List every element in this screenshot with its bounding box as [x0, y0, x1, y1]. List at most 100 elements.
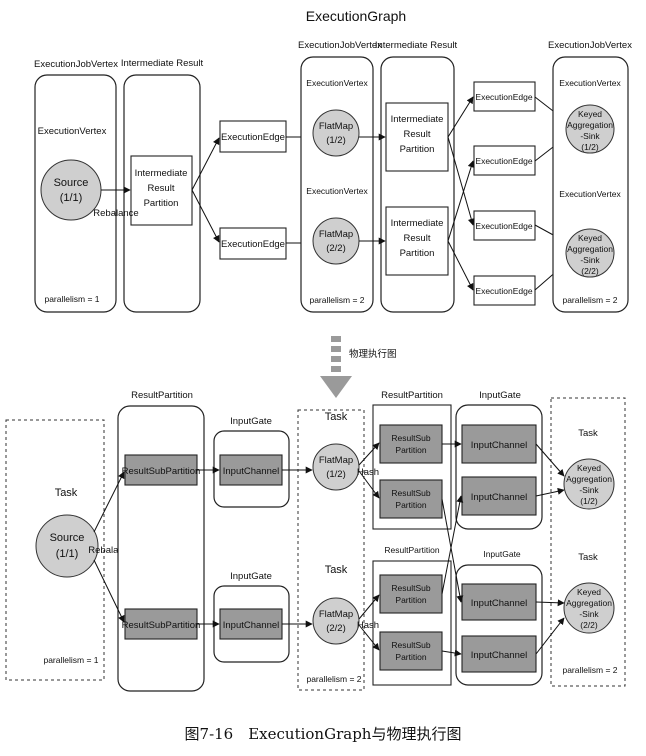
- bottom-flatmap-parallelism: parallelism = 2: [306, 674, 361, 684]
- sink-task: [550, 397, 626, 687]
- bottom-flatmap1-name: FlatMap: [319, 455, 353, 466]
- irp2b-to-edge4: [447, 160, 475, 242]
- sink1-input-gate-label: InputGate: [479, 390, 521, 401]
- sink1-input-channel-1: [461, 424, 537, 464]
- result-subpartition-1: [124, 454, 198, 486]
- flatmap1-name: FlatMap: [319, 121, 353, 132]
- irp2a-line1: Intermediate: [391, 114, 444, 125]
- flatmap2-subpartition-2: [379, 631, 443, 671]
- header-job-vertex-flatmap: ExecutionJobVertex: [298, 40, 382, 51]
- f2sp2-line2: Partition: [395, 652, 426, 662]
- sink2-line1: Keyed: [578, 233, 602, 243]
- bottom-source-name: Source: [50, 532, 85, 544]
- result-subpartition-2-label: ResultSubPartition: [122, 620, 201, 631]
- flatmap2-task-label: Task: [325, 564, 348, 576]
- f1sp2-to-sink2-ch1: [441, 498, 464, 603]
- flatmap1-task-label: Task: [325, 411, 348, 423]
- sink2-task-label: Task: [578, 552, 598, 563]
- flatmap2-execution-vertex-label: ExecutionVertex: [306, 186, 368, 196]
- source-execution-vertex-label: ExecutionVertex: [38, 126, 107, 137]
- f1sp2-line1: ResultSub: [391, 488, 430, 498]
- result-subpartition-1-label: ResultSubPartition: [122, 466, 201, 477]
- flatmap1-vertex-node: [312, 109, 360, 157]
- header-job-vertex-sink: ExecutionJobVertex: [548, 40, 632, 51]
- irp1-line1: Intermediate: [135, 168, 188, 179]
- sink2-ch1-to-sink2: [535, 599, 565, 607]
- sink2-line4: (2/2): [581, 266, 599, 276]
- input-gate-1-label: InputGate: [230, 416, 272, 427]
- top-rebalance-label: Rebalance: [93, 208, 138, 219]
- f2sp1-to-sink1-ch2: [441, 495, 464, 595]
- flatmap1-to-sp2: [358, 470, 380, 499]
- irp2a-line3: Partition: [400, 144, 435, 155]
- sink1-input-channel-2-label: InputChannel: [471, 492, 528, 503]
- source-result-partition: [117, 405, 205, 692]
- f2sp2-line1: ResultSub: [391, 640, 430, 650]
- irp1-line2: Result: [148, 183, 175, 194]
- bottom-source-parallelism: parallelism = 1: [43, 655, 98, 665]
- bottom-sink2-line4: (2/2): [580, 620, 598, 630]
- bottom-sink2-line2: Aggregation: [566, 598, 612, 608]
- bottom-sink1-line2: Aggregation: [566, 474, 612, 484]
- flatmap2-result-partition-label: ResultPartition: [384, 545, 440, 555]
- source-parallelism: parallelism = 1: [44, 294, 99, 304]
- sink1-line1: Keyed: [578, 109, 602, 119]
- bottom-sink2-line1: Keyed: [577, 587, 601, 597]
- bottom-sink-parallelism: parallelism = 2: [562, 665, 617, 675]
- flatmap2-name: FlatMap: [319, 229, 353, 240]
- bottom-rebalance-label: Rebalance: [88, 545, 133, 556]
- sink1-line3: -Sink: [580, 131, 600, 141]
- sink2-line3: -Sink: [580, 255, 600, 265]
- flatmap-parallelism: parallelism = 2: [309, 295, 364, 305]
- execution-edge-5-label: ExecutionEdge: [475, 221, 532, 231]
- flatmap1-subpartition-2: [379, 479, 443, 519]
- flatmap2-input-channel-label: InputChannel: [223, 620, 280, 631]
- execution-edge-6-label: ExecutionEdge: [475, 286, 532, 296]
- input-gate-2-label: InputGate: [230, 571, 272, 582]
- sink2-line2: Aggregation: [567, 244, 613, 254]
- bottom-sink1-node: [563, 458, 615, 510]
- flatmap2-to-sp1: [358, 594, 380, 620]
- execution-edge-1-label: ExecutionEdge: [221, 132, 285, 143]
- execution-edge-4-label: ExecutionEdge: [475, 156, 532, 166]
- f2sp1-line2: Partition: [395, 595, 426, 605]
- flatmap2-to-sp2: [358, 624, 380, 651]
- sink2-vertex-node: [565, 228, 615, 278]
- sink1-ch1-to-sink1: [535, 443, 565, 477]
- sink1-vertex-node: [565, 104, 615, 154]
- f2sp1-line1: ResultSub: [391, 583, 430, 593]
- irp2b-line1: Intermediate: [391, 218, 444, 229]
- hash-label-1: Hash: [357, 467, 379, 478]
- flatmap2-subpartition-1: [379, 574, 443, 614]
- f1sp1-line2: Partition: [395, 445, 426, 455]
- execution-edge-3: [473, 81, 536, 112]
- source-task-node: [35, 514, 99, 578]
- sink-parallelism: parallelism = 2: [562, 295, 617, 305]
- header-job-vertex-source: ExecutionJobVertex: [34, 59, 118, 70]
- irp2a-line2: Result: [404, 129, 431, 140]
- bottom-sink2-line3: -Sink: [579, 609, 599, 619]
- flatmap1-result-partition-label: ResultPartition: [381, 390, 443, 401]
- source-to-subpartition-1: [93, 471, 125, 533]
- sink2-input-channel-2-label: InputChannel: [471, 650, 528, 661]
- result-subpartition-2: [124, 608, 198, 640]
- header-intermediate-result-2: Intermediate Result: [375, 40, 458, 51]
- source-vertex-node: [40, 159, 102, 221]
- sink2-execution-vertex-label: ExecutionVertex: [559, 189, 621, 199]
- execution-edge-1: [219, 120, 287, 153]
- flatmap2-index: (2/2): [326, 243, 346, 254]
- sink1-ch2-to-sink1: [535, 487, 565, 497]
- flatmap2-vertex-node: [312, 217, 360, 265]
- bottom-flatmap2-index: (2/2): [326, 623, 346, 634]
- irp2b-line2: Result: [404, 233, 431, 244]
- execution-edge-3-label: ExecutionEdge: [475, 92, 532, 102]
- sink2-input-gate-label: InputGate: [483, 549, 521, 559]
- physical-graph-transition-arrow: [320, 336, 352, 398]
- source-to-subpartition-2: [93, 559, 125, 623]
- sink1-input-channel-2: [461, 476, 537, 516]
- flatmap1-input-channel-label: InputChannel: [223, 466, 280, 477]
- figure-caption: 图7-16 ExecutionGraph与物理执行图: [185, 725, 462, 743]
- sink2-input-channel-1-label: InputChannel: [471, 598, 528, 609]
- irp2b-line3: Partition: [400, 248, 435, 259]
